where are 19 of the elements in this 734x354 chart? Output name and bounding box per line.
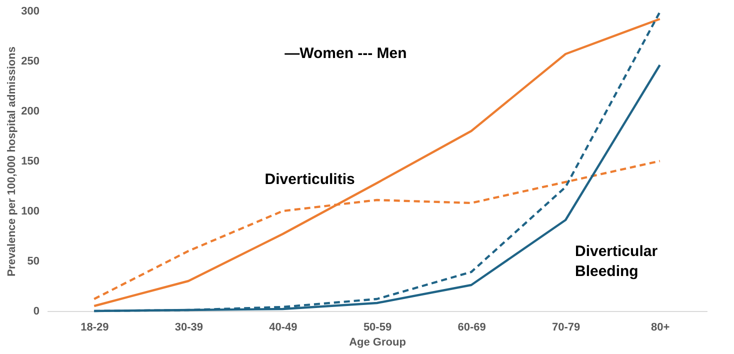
x-tick-label: 50-59 bbox=[363, 322, 392, 334]
annotation: Diverticulitis bbox=[264, 171, 355, 188]
x-tick-label: 70-79 bbox=[552, 322, 580, 334]
annotation: Diverticular Bleeding bbox=[575, 243, 658, 280]
y-axis-title: Prevalence per 100,000 hospital admissions bbox=[6, 46, 18, 276]
x-tick-label: 40-49 bbox=[269, 322, 298, 334]
y-tick-label: 0 bbox=[33, 306, 40, 318]
y-tick-label: 100 bbox=[21, 206, 40, 218]
y-tick-label: 200 bbox=[21, 106, 40, 118]
y-tick-label: 150 bbox=[21, 156, 40, 168]
y-tick-label: 250 bbox=[21, 56, 40, 68]
x-tick-label: 80+ bbox=[651, 322, 670, 334]
y-tick-label: 50 bbox=[27, 256, 40, 268]
x-tick-label: 30-39 bbox=[174, 322, 203, 334]
x-axis-title: Age Group bbox=[349, 336, 406, 348]
annotation: —Women --- Men bbox=[284, 45, 407, 62]
x-tick-label: 18-29 bbox=[80, 322, 109, 334]
y-tick-label: 300 bbox=[21, 6, 40, 18]
x-tick-label: 60-69 bbox=[458, 322, 486, 334]
